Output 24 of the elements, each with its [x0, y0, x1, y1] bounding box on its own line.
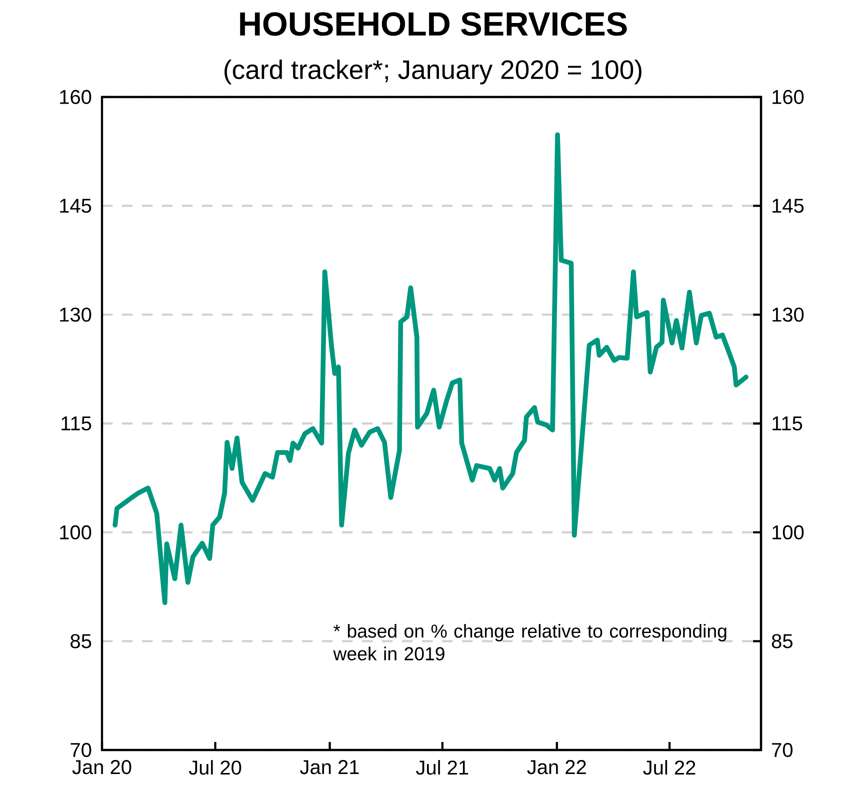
y2-tick-label: 130 — [772, 308, 804, 322]
y2-tick-label: 100 — [772, 525, 804, 540]
y-tick-label: 85 — [70, 634, 92, 648]
y-tick-label: 115 — [62, 416, 92, 430]
chart-subtitle: (card tracker*; January 2020 = 100) — [224, 60, 642, 84]
y2-tick-label: 160 — [772, 90, 804, 104]
x-tick-label: Jul 21 — [416, 760, 468, 775]
x-tick-label: Jan 22 — [527, 760, 586, 774]
y-tick-label: 70 — [70, 742, 92, 758]
y-tick-label: 145 — [60, 198, 92, 213]
x-tick-label: Jan 20 — [72, 760, 132, 774]
x-tick-label: Jul 22 — [643, 760, 696, 775]
y2-tick-label: 85 — [772, 634, 792, 648]
y-tick-label: 160 — [60, 90, 92, 104]
chart-title: HOUSEHOLD SERVICES — [240, 12, 627, 36]
y-tick-label: 100 — [60, 525, 92, 540]
y2-tick-label: 70 — [772, 742, 793, 758]
y-tick-label: 130 — [60, 308, 92, 322]
line-series — [112, 132, 748, 606]
y2-tick-label: 145 — [772, 198, 804, 213]
x-tick-label: Jul 20 — [188, 760, 242, 775]
x-tick-label: Jan 21 — [300, 760, 359, 774]
annotation: * based on % change relative to corresponding week in 2019 — [333, 624, 726, 660]
y2-tick-label: 115 — [772, 416, 802, 430]
